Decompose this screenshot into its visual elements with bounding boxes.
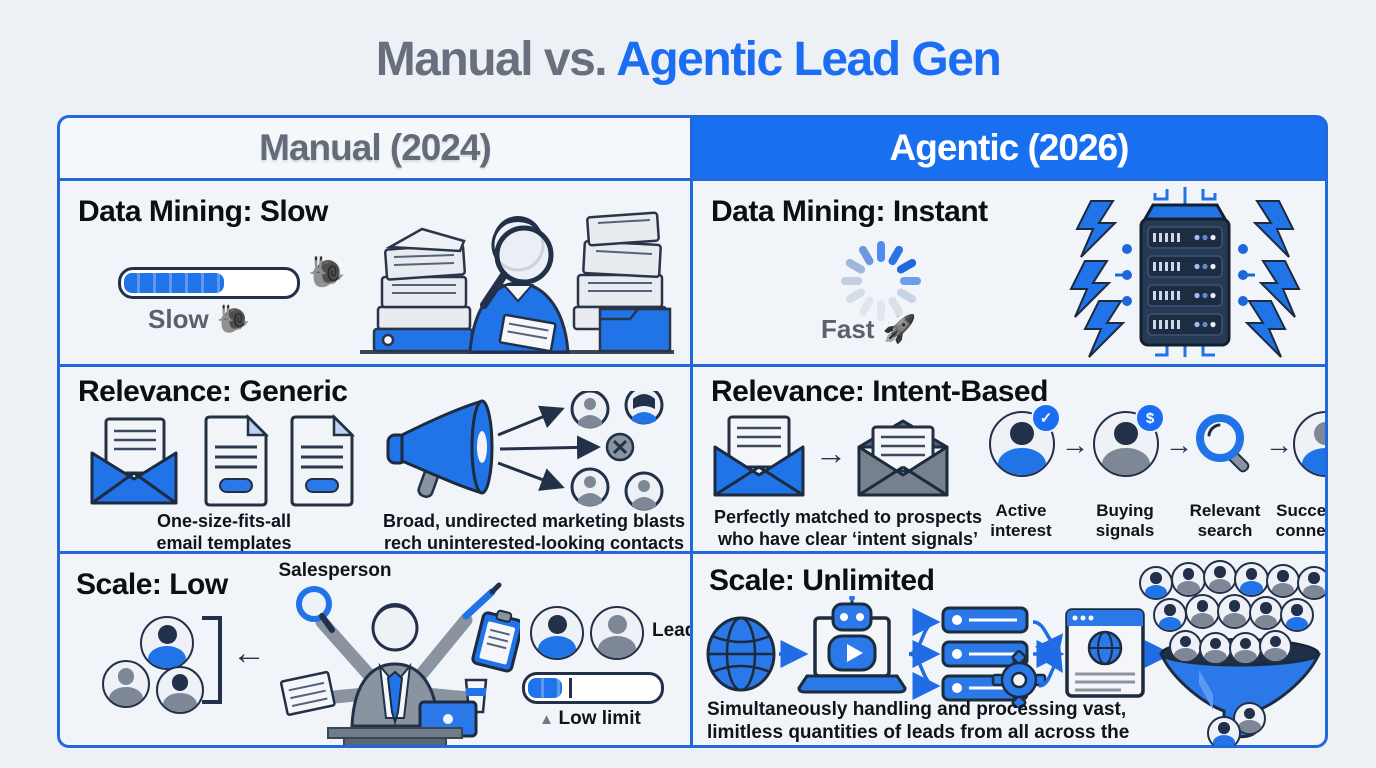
pipeline-flow-illustration — [706, 596, 1173, 708]
leads-label: Leads — [652, 620, 690, 641]
step-label: Relevant search — [1189, 501, 1261, 540]
salesperson-illustration — [279, 582, 520, 745]
lead-avatar — [1259, 630, 1292, 663]
scale-manual-heading: Scale: Low — [76, 568, 228, 601]
fast-label: Fast — [821, 313, 875, 344]
column-header-manual: Manual (2024) — [60, 118, 690, 178]
scale-agentic-caption: Simultaneously handling and processing v… — [707, 699, 1130, 744]
cell-mining-agentic: Data Mining: Instant — [693, 181, 1325, 364]
lead-avatar — [530, 606, 584, 660]
lead-avatar — [1207, 716, 1241, 745]
triangle-up-icon: ▲ — [539, 711, 555, 728]
gear-icon — [991, 649, 1047, 708]
browser-icon — [1065, 608, 1145, 698]
mining-manual-heading: Data Mining: Slow — [78, 195, 328, 228]
title-agentic-part: Agentic Lead Gen — [616, 33, 1002, 86]
slow-progress-bar — [118, 267, 300, 299]
slow-label-group: Slow 🐌 — [148, 303, 250, 335]
active-interest-avatar: ✓ — [989, 403, 1061, 477]
buying-badge-icon: $ — [1135, 403, 1165, 433]
successful-connection-avatar: ✓ — [1293, 411, 1325, 477]
lead-avatar — [1266, 564, 1300, 598]
lead-avatar — [1234, 562, 1269, 597]
check-badge-icon: ✓ — [1031, 403, 1061, 433]
matched-caption: Perfectly matched to prospects who have … — [713, 507, 983, 549]
agentic-header-label: Agentic (2026) — [889, 127, 1130, 168]
lead-avatar — [1171, 562, 1206, 597]
manual-header-label: Manual (2024) — [259, 127, 492, 168]
received-email-icon — [857, 419, 949, 497]
lead-avatar — [1153, 598, 1187, 632]
researcher-illustration — [360, 211, 674, 354]
ai-robot-laptop-icon — [797, 596, 907, 694]
step-label: Successful connection — [1275, 501, 1325, 540]
title-manual-part: Manual vs. — [375, 33, 617, 86]
lead-avatar — [590, 606, 644, 660]
lead-avatar — [1139, 566, 1173, 600]
column-header-agentic: Agentic (2026) — [693, 118, 1325, 178]
salesperson-label: Salesperson — [278, 560, 392, 581]
lead-avatar — [1169, 630, 1202, 663]
low-limit-fill — [528, 678, 562, 698]
arrow-right-icon: → — [1165, 429, 1193, 460]
megaphone-blast-illustration — [386, 391, 664, 511]
cell-mining-manual: Data Mining: Slow 🐌 Slow 🐌 — [60, 181, 690, 364]
lead-avatar — [1229, 632, 1262, 665]
arrow-right-icon: → — [1061, 429, 1089, 460]
relevance-agentic-heading: Relevance: Intent-Based — [711, 375, 1048, 408]
relevance-manual-heading: Relevance: Generic — [78, 375, 348, 408]
lead-avatar — [1249, 596, 1283, 630]
arrow-left-icon: ← — [232, 634, 266, 672]
step-label: Buying signals — [1095, 501, 1155, 540]
email-template-caption: One-size-fits-all email templates — [156, 511, 292, 551]
blast-caption: Broad, undirected marketing blasts rech … — [382, 511, 686, 551]
search-step-icon — [1196, 414, 1250, 473]
spinner-icon — [841, 241, 921, 321]
prospect-avatar — [102, 660, 150, 708]
bracket-shape — [202, 616, 222, 704]
comparison-table: Manual (2024) Agentic (2026) Data Mining… — [57, 115, 1328, 748]
document-template-icon — [290, 413, 356, 507]
cell-relevance-agentic: Relevance: Intent-Based → Perfectly matc… — [693, 367, 1325, 551]
server-lightning-illustration — [1069, 187, 1301, 358]
cell-scale-manual: Scale: Low Salesperson ← — [60, 554, 690, 745]
buying-signals-avatar: $ — [1093, 403, 1165, 477]
mining-agentic-heading: Data Mining: Instant — [711, 195, 988, 228]
low-limit-cursor — [569, 678, 572, 698]
matched-email-icon — [713, 415, 805, 497]
step-label: Active interest — [990, 501, 1052, 540]
lead-avatar — [1280, 598, 1314, 632]
snail-icon: 🐌 — [216, 304, 251, 334]
prospect-avatar — [140, 616, 194, 670]
slow-label: Slow — [148, 303, 209, 334]
rocket-icon: 🚀 — [882, 314, 917, 344]
fast-label-group: Fast 🚀 — [821, 313, 916, 345]
arrow-right-icon: → — [815, 435, 847, 471]
page-title: Manual vs. Agentic Lead Gen — [0, 32, 1376, 87]
lead-avatar — [1203, 560, 1237, 594]
cell-scale-agentic: Scale: Unlimited — [693, 554, 1325, 745]
lead-avatar — [1297, 566, 1325, 600]
low-limit-caption: ▲ Low limit — [539, 708, 641, 729]
snail-icon: 🐌 — [308, 256, 346, 289]
cell-relevance-manual: Relevance: Generic — [60, 367, 690, 551]
slow-progress-fill — [124, 273, 224, 293]
arrow-right-icon: → — [1265, 429, 1293, 460]
scale-agentic-heading: Scale: Unlimited — [709, 564, 935, 597]
document-template-icon — [204, 413, 270, 507]
lead-avatar — [1217, 594, 1252, 629]
globe-icon — [706, 616, 776, 692]
email-template-icon — [90, 417, 178, 505]
prospect-avatar — [156, 666, 204, 714]
lead-avatar — [1185, 594, 1220, 629]
lead-avatar — [1199, 632, 1232, 665]
low-limit-bar — [522, 672, 664, 704]
